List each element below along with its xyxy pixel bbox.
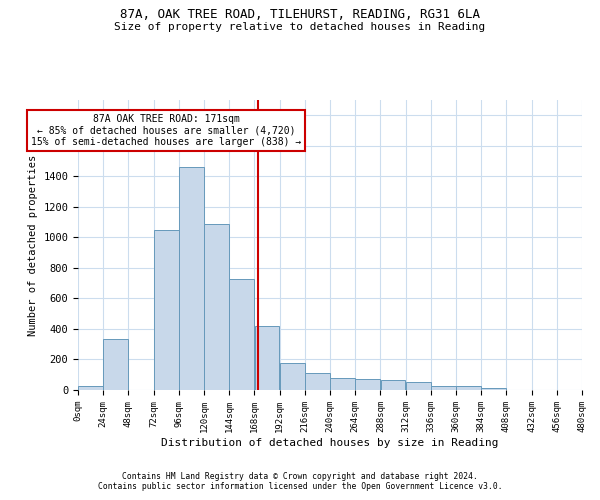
Bar: [229, 278, 254, 390]
Text: Contains HM Land Registry data © Crown copyright and database right 2024.: Contains HM Land Registry data © Crown c…: [122, 472, 478, 481]
Bar: [179, 167, 204, 390]
Text: 87A, OAK TREE ROAD, TILEHURST, READING, RG31 6LA: 87A, OAK TREE ROAD, TILEHURST, READING, …: [120, 8, 480, 20]
Bar: [456, 386, 481, 390]
Bar: [355, 380, 380, 390]
Text: Size of property relative to detached houses in Reading: Size of property relative to detached ho…: [115, 22, 485, 32]
Y-axis label: Number of detached properties: Number of detached properties: [28, 154, 38, 336]
Bar: [280, 364, 305, 390]
Bar: [154, 230, 179, 390]
Bar: [103, 339, 128, 390]
Bar: [254, 326, 280, 390]
Text: Contains public sector information licensed under the Open Government Licence v3: Contains public sector information licen…: [98, 482, 502, 491]
Bar: [431, 386, 456, 390]
Bar: [78, 386, 103, 390]
Text: 87A OAK TREE ROAD: 171sqm
← 85% of detached houses are smaller (4,720)
15% of se: 87A OAK TREE ROAD: 171sqm ← 85% of detac…: [31, 114, 301, 147]
Bar: [305, 373, 330, 390]
Bar: [481, 388, 506, 390]
Bar: [380, 380, 406, 390]
Bar: [406, 382, 431, 390]
X-axis label: Distribution of detached houses by size in Reading: Distribution of detached houses by size …: [161, 438, 499, 448]
Bar: [204, 224, 229, 390]
Bar: [330, 378, 355, 390]
